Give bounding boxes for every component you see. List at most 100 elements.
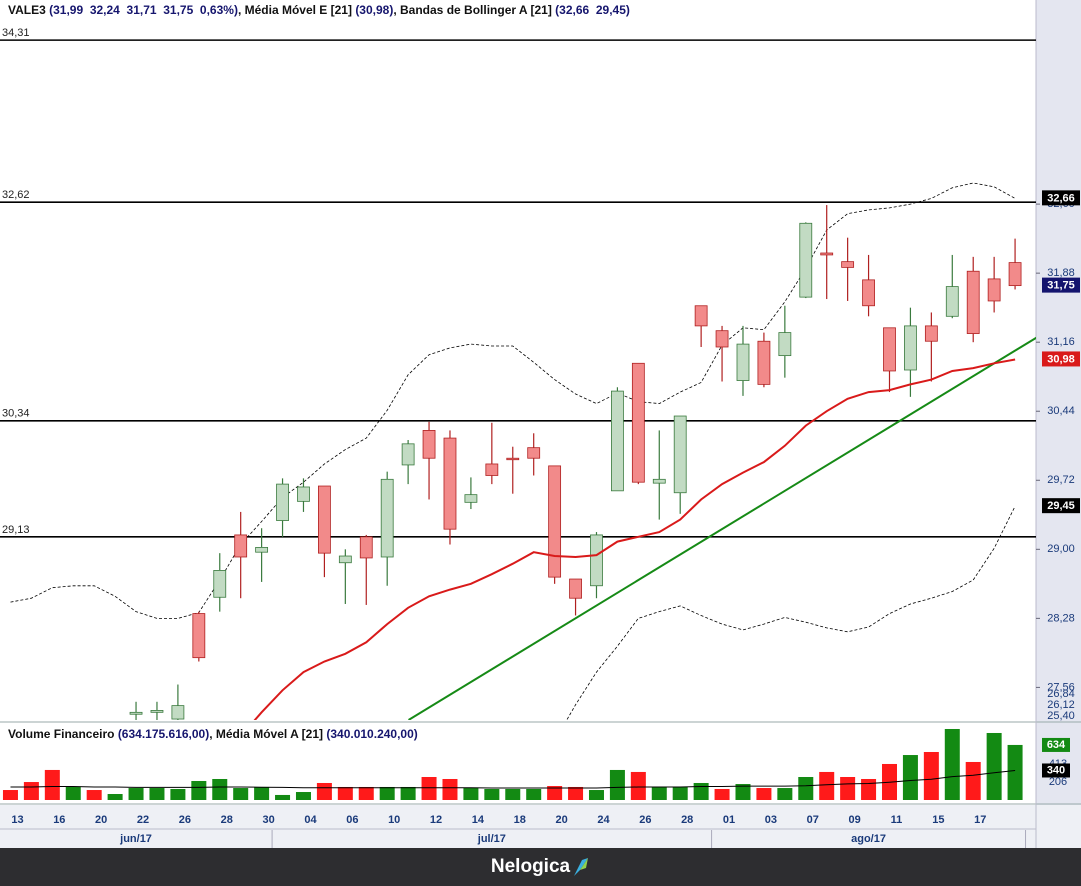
price-badge (1042, 190, 1080, 206)
footer: Nelogica (0, 848, 1081, 886)
volume-bar (212, 778, 228, 800)
volume-bar (442, 778, 458, 800)
volume-bar (651, 786, 667, 800)
volume-bar (861, 778, 877, 800)
x-tick-label: 04 (304, 814, 317, 826)
candle-body (506, 457, 520, 461)
candle-body (359, 536, 373, 559)
bollinger-upper (10, 182, 1016, 619)
candle-body (443, 437, 457, 530)
x-tick-label: 30 (262, 814, 274, 826)
x-tick-label: 11 (891, 814, 903, 826)
ema-line (253, 358, 1016, 720)
candle-body (757, 340, 771, 385)
candle-body (464, 494, 478, 503)
price-badge (1042, 351, 1080, 367)
x-tick-label: 09 (849, 814, 861, 826)
x-tick-label: 16 (53, 814, 65, 826)
x-tick-label: 20 (556, 814, 568, 826)
bollinger-lower (566, 506, 1016, 720)
candle-body (924, 325, 938, 342)
volume-bar (2, 790, 18, 800)
header-part: (30,98) (355, 3, 394, 17)
price-badge-label: 32,66 (1047, 192, 1075, 204)
volume-bar (170, 788, 186, 800)
x-tick-label: 26 (179, 814, 191, 826)
candle-body (945, 286, 959, 317)
volume-tick-label: 206 (1049, 776, 1067, 788)
candle-body (631, 362, 645, 483)
candle-body (611, 390, 624, 492)
x-tick-label: 07 (807, 814, 819, 826)
volume-bar (86, 790, 102, 800)
x-tick-label: 12 (430, 814, 442, 826)
y-tick-label: 31,88 (1047, 267, 1075, 279)
candle-body (904, 325, 917, 371)
header-part: , Média Móvel A [21] (209, 727, 327, 741)
candle-body (694, 305, 708, 327)
x-tick-label: 06 (346, 814, 358, 826)
price-header: VALE3 (31,99 32,24 31,71 31,75 0,63%), M… (8, 3, 630, 17)
header-part: (32,66 29,45) (555, 3, 630, 17)
x-tick-label: 26 (639, 814, 651, 826)
candle-body (569, 578, 582, 599)
volume-bar (233, 788, 249, 800)
volume-bar (295, 792, 311, 800)
y-tick-label: 27,56 (1047, 681, 1075, 693)
candle-body (673, 415, 687, 494)
y-tick-label: 25,40 (1047, 710, 1075, 722)
price-badge-label: 31,75 (1047, 280, 1075, 292)
volume-bar (526, 788, 542, 800)
candle-body (987, 278, 1001, 302)
y-tick-label: 26,12 (1047, 699, 1075, 711)
candle-body (255, 546, 269, 553)
month-label: ago/17 (851, 833, 886, 845)
candle-body (799, 222, 813, 298)
chart: 27,5628,2829,0029,7230,4431,1631,8832,60… (0, 0, 1081, 848)
volume-bar (840, 776, 856, 800)
candle-body (590, 534, 603, 587)
x-tick-label: 24 (597, 814, 610, 826)
volume-bar (337, 786, 353, 800)
candle-body (213, 570, 227, 598)
volume-bar (735, 784, 751, 800)
x-tick-label: 28 (681, 814, 693, 826)
candle-body (527, 447, 541, 459)
volume-bar (902, 755, 918, 800)
candle-body (736, 343, 750, 381)
level-label: 30,34 (2, 408, 30, 420)
price-badge (1042, 498, 1080, 514)
price-badge (1042, 277, 1080, 293)
volume-bar (965, 761, 981, 800)
volume-bar (254, 786, 270, 800)
y-tick-label: 29,00 (1047, 543, 1075, 555)
month-label: jul/17 (477, 833, 506, 845)
x-tick-label: 18 (514, 814, 526, 826)
brand: Nelogica (490, 856, 571, 877)
volume-plot (2, 728, 1023, 800)
volume-bar (777, 788, 793, 800)
volume-bar (505, 788, 521, 800)
volume-bar (944, 728, 960, 800)
volume-bar (609, 769, 625, 800)
volume-bar (672, 786, 688, 800)
volume-bar (463, 788, 479, 800)
volume-bar (1007, 744, 1023, 800)
candle-body (778, 332, 792, 357)
volume-bar (191, 780, 207, 800)
candle-body (129, 711, 143, 715)
y-tick-label: 28,28 (1047, 612, 1075, 624)
x-tick-label: 14 (472, 814, 485, 826)
axes: 27,5628,2829,0029,7230,4431,1631,8832,60… (2, 27, 1080, 848)
candle-body (192, 613, 206, 659)
volume-bar (923, 751, 939, 800)
volume-bar (819, 771, 835, 800)
volume-bar (714, 788, 730, 800)
month-label: jun/17 (119, 833, 152, 845)
candle-body (883, 327, 896, 372)
volume-bar (128, 788, 144, 800)
volume-bar (484, 788, 500, 800)
candle-body (297, 486, 310, 502)
volume-badge-label: 340 (1047, 764, 1065, 776)
